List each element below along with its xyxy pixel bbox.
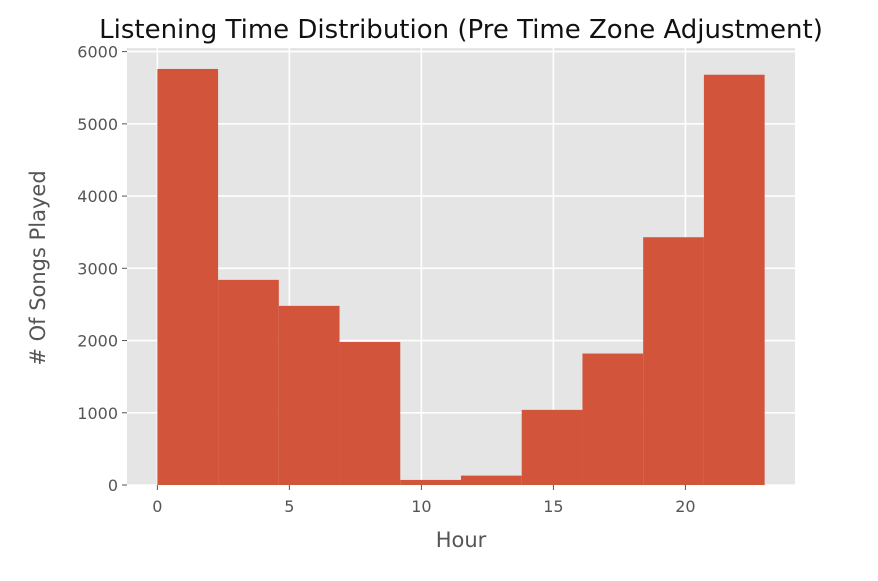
x-axis-label: Hour [436,528,487,552]
histogram-bar-8 [643,237,704,485]
histogram-bar-9 [703,74,765,485]
x-tick-label: 5 [284,497,294,516]
histogram-bar-3 [339,341,401,485]
histogram-bar-2 [278,305,340,485]
histogram-bar-7 [582,353,644,485]
histogram-bar-6 [521,409,583,485]
y-tick-label: 6000 [77,43,118,62]
y-tick-label: 5000 [77,115,118,134]
y-axis-label: # Of Songs Played [26,170,50,365]
x-tick-label: 0 [152,497,162,516]
y-tick-label: 2000 [77,332,118,351]
x-axis-ticks: 0 5 10 15 20 [152,485,696,516]
histogram-bar-4 [400,479,461,485]
y-tick-label: 0 [108,476,118,495]
histogram-bars [157,68,765,485]
y-axis-ticks: 0 1000 2000 3000 4000 5000 6000 [77,43,127,495]
y-tick-label: 3000 [77,259,118,278]
histogram-bar-0 [157,68,219,485]
y-tick-label: 1000 [77,404,118,423]
histogram-bar-1 [218,279,279,485]
x-tick-label: 10 [411,497,431,516]
x-tick-label: 15 [543,497,563,516]
chart-title: Listening Time Distribution (Pre Time Zo… [99,15,823,45]
x-tick-label: 20 [675,497,695,516]
y-tick-label: 4000 [77,187,118,206]
histogram-bar-5 [461,475,522,485]
